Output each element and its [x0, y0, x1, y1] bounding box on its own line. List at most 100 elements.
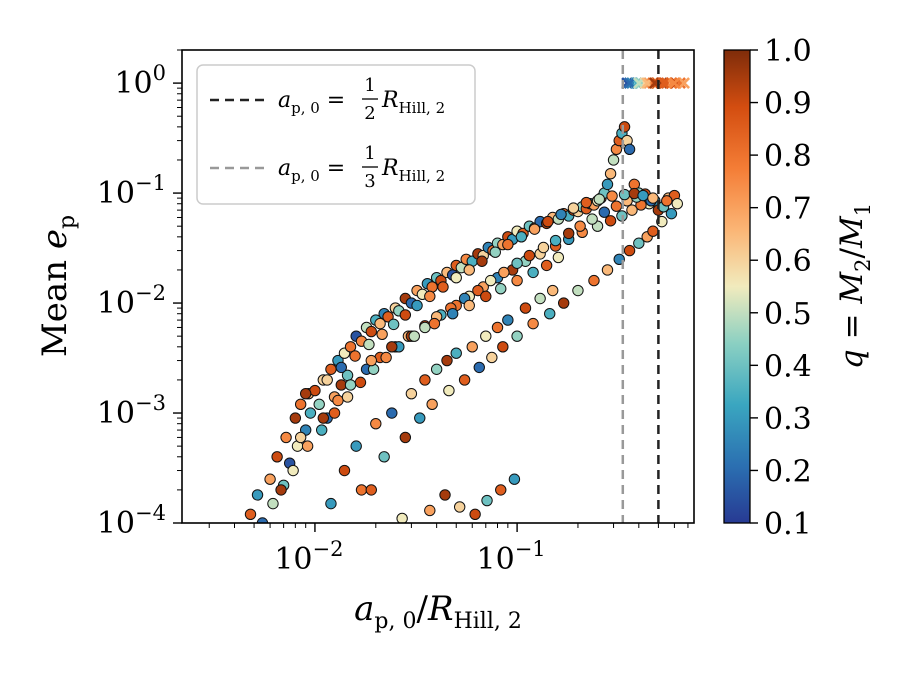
scatter-point: [537, 241, 550, 254]
scatter-point: [469, 508, 481, 520]
scatter-point: [623, 143, 636, 156]
legend: ap, 0 = 1 2 RHill, 2 ap, 0 = 1 3 RHill, …: [196, 64, 476, 205]
scatter-point: [540, 259, 553, 272]
scatter-point: [363, 338, 375, 351]
scatter-point: [491, 321, 504, 334]
scatter-point: [341, 391, 354, 403]
colorbar-label: q = M2/M1: [834, 203, 875, 369]
scatter-point: [344, 379, 357, 391]
scatter-points: [244, 77, 691, 523]
scatter-point: [446, 308, 459, 320]
legend-half-den: 2: [364, 103, 375, 124]
colorbar-tick-label: 0.7: [764, 192, 812, 227]
scatter-point: [604, 215, 617, 227]
scatter-point: [489, 246, 501, 258]
scatter-point: [610, 200, 623, 212]
y-tick-label: 10−1: [97, 171, 166, 211]
scatter-point: [355, 484, 368, 496]
scatter-point: [365, 354, 377, 367]
scatter-point: [426, 398, 438, 411]
scatter-point: [647, 192, 659, 204]
scatter-point: [267, 497, 279, 510]
scatter-point: [380, 351, 392, 364]
scatter-point: [486, 351, 498, 364]
scatter-point: [544, 308, 556, 320]
scatter-point: [411, 299, 423, 312]
scatter-point: [665, 207, 678, 220]
scatter-point: [618, 188, 631, 201]
scatter-point: [271, 451, 283, 463]
legend-half-num: 1: [364, 75, 375, 96]
scatter-point: [378, 451, 390, 463]
scatter-point: [315, 424, 328, 436]
scatter-point: [344, 341, 357, 353]
scatter-point: [441, 354, 453, 367]
legend-entry-third: ap, 0 =: [278, 156, 345, 185]
colorbar-ticks: 1.0 0.9 0.8 0.7 0.6 0.5 0.4 0.3 0.2 0.1: [750, 34, 812, 542]
scatter-point: [567, 202, 580, 214]
scatter-point: [289, 412, 302, 424]
scatter-point: [338, 464, 351, 477]
scatter-point: [480, 330, 492, 342]
scatter-point: [430, 363, 443, 375]
scatter-point: [439, 489, 451, 501]
y-tick-label: 10−3: [97, 391, 166, 431]
scatter-point: [523, 249, 536, 262]
y-tick-label: 10−2: [97, 281, 166, 321]
scatter-point: [280, 431, 292, 444]
scatter-point: [321, 374, 333, 386]
scatter-point: [502, 314, 514, 326]
scatter-point: [453, 501, 466, 513]
scatter-point: [328, 407, 341, 419]
scatter-point: [396, 512, 408, 523]
colorbar-tick-label: 0.5: [764, 297, 812, 332]
scatter-point: [424, 290, 436, 303]
scatter-point: [304, 407, 317, 419]
plot-frame: [181, 49, 695, 524]
scatter-point: [527, 317, 539, 330]
scatter-point: [498, 266, 510, 279]
scatter-point: [473, 361, 485, 374]
scatter-point: [349, 350, 361, 362]
scatter-point: [335, 361, 347, 374]
scatter-point: [399, 431, 412, 444]
scatter-point: [294, 431, 307, 444]
scatter-point: [511, 257, 523, 269]
scatter-point: [313, 398, 325, 411]
scatter-point: [542, 215, 554, 228]
colorbar-tick-label: 0.4: [764, 349, 812, 384]
scatter-point: [251, 489, 264, 501]
scatter-point: [244, 508, 257, 520]
scatter-point: [386, 341, 398, 353]
scatter-point: [626, 204, 638, 216]
scatter-point: [618, 121, 631, 133]
scatter-point: [495, 484, 507, 496]
legend-half-r: RHill, 2: [381, 88, 445, 117]
scatter-point: [374, 317, 386, 330]
scatter-point: [546, 284, 559, 297]
y-axis-label: Mean ep: [35, 215, 80, 357]
scatter-point: [528, 223, 541, 235]
legend-entry-half: ap, 0 =: [278, 88, 345, 117]
scatter-point: [481, 494, 493, 507]
scatter-point: [563, 227, 575, 240]
colorbar-gradient: [723, 49, 751, 524]
y-tick-label: 10−4: [97, 501, 166, 541]
scatter-point: [497, 341, 509, 353]
scatter-point: [365, 484, 377, 496]
legend-box: [196, 64, 476, 205]
scatter-point: [508, 473, 521, 485]
scatter-point: [472, 284, 484, 297]
scatter-point: [601, 178, 614, 191]
colorbar-tick-label: 0.2: [764, 454, 812, 489]
scatter-point: [382, 311, 394, 323]
scatter-point: [574, 220, 586, 232]
colorbar: 1.0 0.9 0.8 0.7 0.6 0.5 0.4 0.3 0.2 0.1 q = M2/M1: [723, 34, 875, 542]
reference-lines: [621, 50, 660, 523]
scatter-cross: [668, 77, 681, 90]
scatter-point: [557, 297, 570, 309]
scatter-point: [511, 330, 523, 342]
scatter-point: [511, 274, 523, 287]
legend-half-var: a: [278, 88, 291, 113]
scatter-point: [325, 497, 337, 510]
